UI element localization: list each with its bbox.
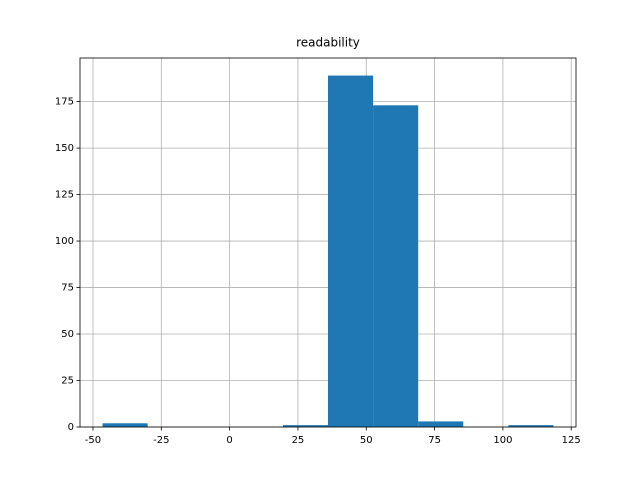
bar bbox=[418, 421, 464, 427]
x-tick-label: 50 bbox=[360, 435, 373, 446]
bar bbox=[102, 423, 148, 427]
x-tick-label: 125 bbox=[562, 435, 581, 446]
bar bbox=[328, 75, 374, 428]
y-tick-label: 175 bbox=[55, 97, 74, 108]
bar bbox=[508, 425, 554, 427]
y-tick-label: 100 bbox=[55, 236, 74, 247]
y-tick-label: 0 bbox=[68, 422, 74, 433]
y-tick-label: 50 bbox=[61, 329, 74, 340]
x-tick-label: 25 bbox=[292, 435, 305, 446]
bar bbox=[282, 425, 328, 427]
bar bbox=[373, 105, 419, 428]
x-tick-label: 75 bbox=[428, 435, 441, 446]
y-tick-label: 75 bbox=[61, 283, 74, 294]
y-tick-label: 150 bbox=[55, 143, 74, 154]
y-tick-label: 25 bbox=[61, 376, 74, 387]
x-tick-label: -25 bbox=[153, 435, 169, 446]
x-tick-label: -50 bbox=[85, 435, 101, 446]
y-tick-label: 125 bbox=[55, 190, 74, 201]
plot-frame bbox=[79, 57, 577, 428]
chart-title: readability bbox=[296, 36, 360, 50]
x-tick-label: 100 bbox=[493, 435, 512, 446]
x-tick-label: 0 bbox=[226, 435, 232, 446]
